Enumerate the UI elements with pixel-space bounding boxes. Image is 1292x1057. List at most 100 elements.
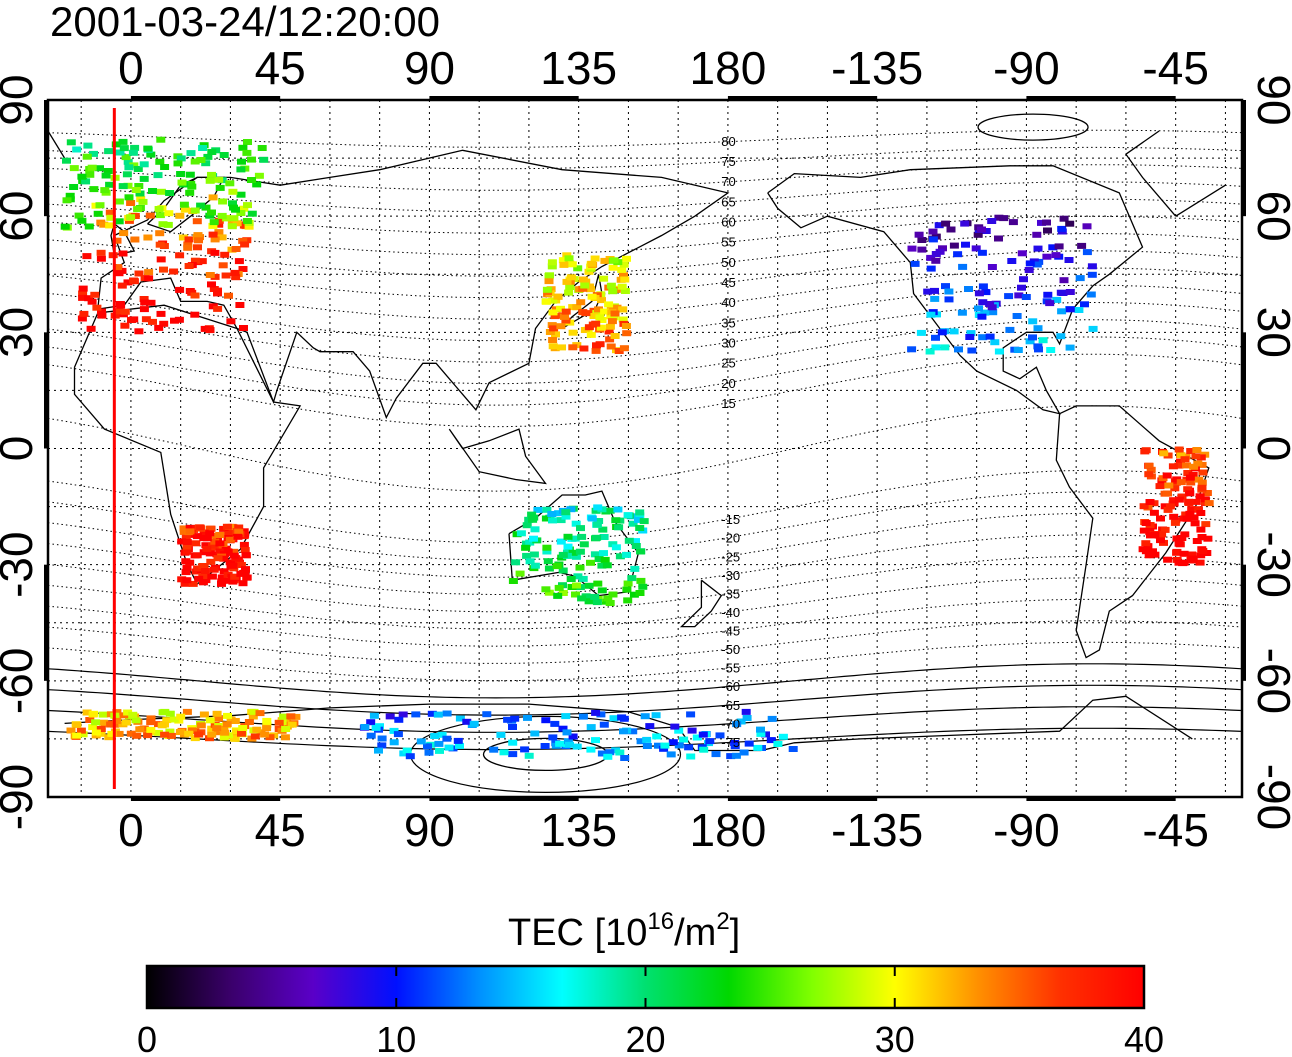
tec-pixel — [1160, 503, 1170, 510]
tec-pixel — [259, 156, 269, 163]
tec-pixel — [1191, 453, 1201, 460]
tec-pixel — [88, 724, 98, 731]
tec-pixel — [563, 533, 573, 540]
tec-pixel — [371, 724, 381, 731]
tec-pixel — [566, 274, 576, 281]
tec-pixel — [591, 507, 601, 514]
tec-pixel — [1188, 555, 1198, 562]
tec-pixel — [120, 308, 130, 315]
frame-ticks — [44, 96, 1246, 801]
tec-pixel — [542, 544, 552, 551]
tec-pixel — [593, 504, 603, 511]
top-longitude-labels: 0 45 90 135 180 -135 -90 -45 — [118, 42, 1209, 94]
tec-pixel — [560, 313, 569, 320]
tec-pixel — [1164, 482, 1174, 489]
tec-pixel — [455, 715, 465, 722]
tec-pixel — [265, 734, 275, 741]
tec-pixel — [604, 328, 614, 335]
tec-pixel — [654, 742, 663, 749]
tec-pixel — [571, 553, 581, 560]
tec-pixel — [196, 202, 206, 209]
tec-pixel — [1043, 291, 1053, 298]
tec-pixel — [931, 251, 941, 257]
coastline-path — [73, 304, 302, 586]
tec-pixel — [617, 283, 627, 290]
tec-pixel — [1174, 496, 1184, 503]
tec-pixel — [623, 597, 633, 604]
tec-pixel — [208, 222, 218, 229]
tec-pixel — [629, 591, 639, 598]
tec-pixel — [377, 742, 387, 749]
tec-pixel — [159, 266, 168, 273]
tec-pixel — [231, 274, 241, 281]
tec-pixel — [523, 714, 532, 721]
tec-pixel — [433, 711, 443, 718]
tec-pixel — [175, 286, 185, 293]
tec-pixel — [1183, 470, 1193, 476]
tec-pixel — [1201, 521, 1211, 528]
tec-pixel — [1140, 448, 1150, 455]
tec-pixel — [127, 317, 136, 323]
tec-pixel — [218, 262, 228, 269]
tec-pixel — [1185, 474, 1195, 481]
tec-pixel — [169, 268, 179, 275]
tec-pixel — [761, 731, 770, 738]
tec-pixel — [112, 237, 122, 244]
tec-pixel — [217, 234, 227, 241]
tec-pixel — [202, 545, 212, 552]
tec-pixel — [544, 278, 554, 285]
tec-pixel — [651, 712, 661, 719]
tec-pixel — [218, 198, 228, 205]
tec-pixel — [1189, 514, 1199, 521]
tec-pixel — [124, 164, 134, 171]
tec-pixel — [953, 251, 963, 258]
tec-pixel — [423, 743, 432, 750]
tec-pixel — [89, 186, 99, 193]
tec-pixel — [594, 518, 604, 524]
tec-pixel — [1088, 325, 1098, 332]
tec-pixel — [550, 720, 560, 727]
tec-pixel — [931, 334, 940, 341]
tec-pixel — [1165, 503, 1175, 510]
tec-pixel — [156, 310, 166, 317]
tec-pixel — [544, 565, 554, 572]
tec-pixel — [385, 713, 395, 720]
tec-pixel — [1025, 338, 1035, 345]
tec-pixel — [129, 162, 139, 169]
tec-pixel — [961, 241, 970, 248]
tec-pixel — [566, 506, 576, 513]
tec-pixel — [652, 733, 662, 740]
tec-pixel — [1192, 538, 1202, 544]
tec-pixel — [126, 214, 136, 221]
tec-pixel — [230, 269, 240, 276]
tec-pixel — [247, 177, 256, 183]
tec-pixel — [978, 334, 988, 341]
tec-pixel — [196, 157, 206, 163]
tec-pixel — [83, 142, 93, 149]
tec-pixel — [411, 711, 421, 718]
tec-pixel — [1144, 471, 1154, 478]
tec-pixel — [91, 729, 101, 736]
tec-pixel — [930, 287, 939, 294]
tec-pixel — [98, 719, 108, 726]
tec-pixel — [192, 218, 202, 225]
tec-pixel — [93, 210, 103, 217]
tec-pixel — [572, 582, 581, 589]
frame-tick-left — [44, 332, 49, 449]
tec-pixel — [215, 184, 225, 191]
tec-pixel — [374, 747, 383, 754]
tec-pixel — [232, 220, 242, 227]
tec-pixel — [177, 179, 187, 186]
colorbar-label-main: TEC [10 — [508, 912, 647, 954]
tec-pixel — [238, 237, 248, 244]
tec-pixel — [1051, 252, 1061, 259]
tec-pixel — [910, 260, 920, 267]
tec-pixel — [139, 175, 149, 182]
tec-pixel — [360, 724, 370, 730]
tec-pixel — [614, 348, 624, 354]
tec-pixel — [182, 577, 192, 584]
tec-pixel — [987, 304, 997, 311]
tec-pixel — [1182, 462, 1191, 469]
tec-pixel — [120, 322, 130, 329]
tec-pixel — [562, 252, 572, 259]
